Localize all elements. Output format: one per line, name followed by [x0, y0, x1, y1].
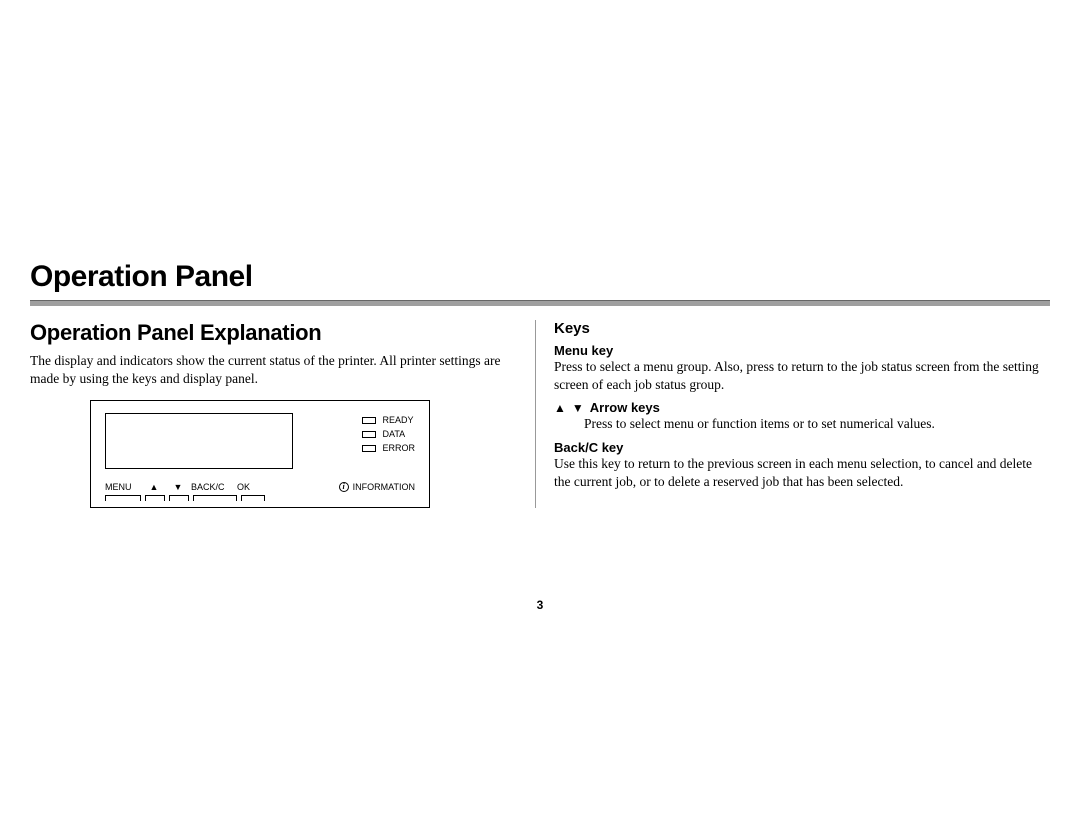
led-box-icon — [362, 431, 376, 438]
backc-key-description: Use this key to return to the previous s… — [554, 455, 1040, 491]
led-error: ERROR — [362, 443, 415, 453]
led-ready-label: READY — [382, 415, 413, 425]
lcd-screen — [105, 413, 293, 469]
button-outline — [169, 495, 189, 501]
led-data: DATA — [362, 429, 415, 439]
button-outline — [193, 495, 237, 501]
arrow-keys-label: Arrow keys — [590, 400, 660, 415]
operation-panel-diagram: READY DATA ERROR MENU ▲ ▼ BACK/C OK — [90, 400, 430, 508]
intro-paragraph: The display and indicators show the curr… — [30, 352, 517, 388]
led-data-label: DATA — [382, 429, 405, 439]
down-arrow-icon: ▼ — [174, 482, 183, 492]
button-outline — [145, 495, 165, 501]
info-icon: i — [339, 482, 349, 492]
menu-key-description: Press to select a menu group. Also, pres… — [554, 358, 1040, 394]
arrow-keys-label-row: ▲ ▼ Arrow keys — [554, 400, 1040, 415]
led-indicator-group: READY DATA ERROR — [362, 415, 415, 457]
button-row: MENU ▲ ▼ BACK/C OK i INFORMATION — [105, 482, 415, 501]
page-number: 3 — [0, 598, 1080, 612]
page-title: Operation Panel — [30, 260, 1050, 294]
section-subtitle: Operation Panel Explanation — [30, 320, 517, 346]
up-arrow-icon: ▲ — [150, 482, 159, 492]
menu-key-label: Menu key — [554, 343, 1040, 358]
up-arrow-icon: ▲ — [554, 402, 566, 414]
led-box-icon — [362, 445, 376, 452]
title-rule — [30, 300, 1050, 306]
button-outline — [241, 495, 265, 501]
ok-button-label: OK — [237, 482, 263, 492]
two-column-layout: Operation Panel Explanation The display … — [30, 320, 1050, 508]
information-button-label: INFORMATION — [353, 482, 415, 492]
led-error-label: ERROR — [382, 443, 415, 453]
led-box-icon — [362, 417, 376, 424]
backc-button-label: BACK/C — [191, 482, 237, 492]
arrow-keys-description: Press to select menu or function items o… — [584, 415, 1040, 433]
keys-heading: Keys — [554, 320, 1040, 337]
button-outline — [105, 495, 141, 501]
right-column: Keys Menu key Press to select a menu gro… — [535, 320, 1040, 508]
menu-button-label: MENU — [105, 482, 143, 492]
led-ready: READY — [362, 415, 415, 425]
backc-key-label: Back/C key — [554, 440, 1040, 455]
left-column: Operation Panel Explanation The display … — [30, 320, 535, 508]
down-arrow-icon: ▼ — [572, 402, 584, 414]
